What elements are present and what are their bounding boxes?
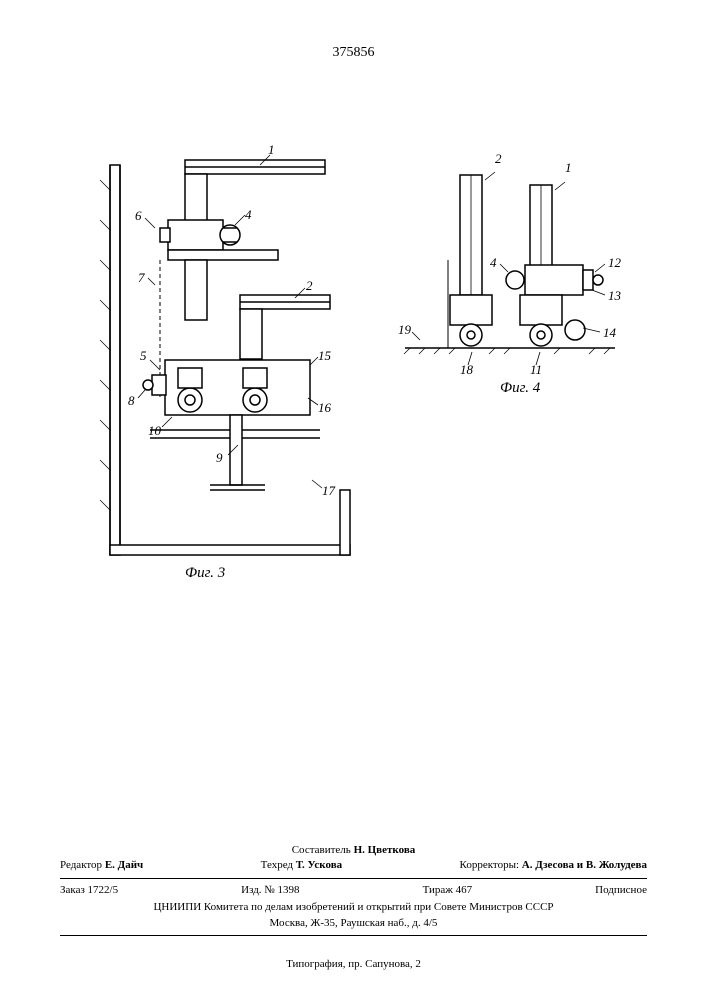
fig3-callout-15: 15 bbox=[318, 348, 331, 364]
fig4-callout-1: 1 bbox=[565, 160, 572, 176]
compiler-label: Составитель bbox=[292, 844, 351, 856]
org-line2: Москва, Ж-35, Раушская наб., д. 4/5 bbox=[60, 916, 647, 931]
fig4-callout-11: 11 bbox=[530, 362, 542, 378]
fig4-callout-19: 19 bbox=[398, 322, 411, 338]
org-line1: ЦНИИПИ Комитета по делам изобретений и о… bbox=[60, 900, 647, 915]
tirazh: Тираж 467 bbox=[423, 883, 473, 898]
techred-name: Т. Ускова bbox=[296, 859, 342, 871]
fig4-callout-18: 18 bbox=[460, 362, 473, 378]
podpisnoe: Подписное bbox=[595, 883, 647, 898]
fig3-callout-4: 4 bbox=[245, 207, 252, 223]
fig3-callout-5: 5 bbox=[140, 348, 147, 364]
fig4-caption: Фиг. 4 bbox=[500, 380, 540, 397]
figures-container: 1 2 4 5 6 7 8 9 10 15 16 17 Фиг. 3 bbox=[90, 150, 630, 600]
fig3-caption: Фиг. 3 bbox=[185, 565, 225, 582]
fig3-callout-16: 16 bbox=[318, 400, 331, 416]
fig4-callout-14: 14 bbox=[603, 325, 616, 341]
fig4-callout-13: 13 bbox=[608, 288, 621, 304]
editor-name: Е. Дайч bbox=[105, 859, 143, 871]
patent-number: 375856 bbox=[333, 45, 375, 61]
typography-line: Типография, пр. Сапунова, 2 bbox=[286, 958, 421, 970]
fig3-callout-17: 17 bbox=[322, 483, 335, 499]
pubinfo-row: Заказ 1722/5 Изд. № 1398 Тираж 467 Подпи… bbox=[60, 883, 647, 898]
order-number: Заказ 1722/5 bbox=[60, 883, 118, 898]
compiler-line: Составитель Н. Цветкова bbox=[60, 843, 647, 858]
fig3-callout-2: 2 bbox=[306, 278, 313, 294]
fig3-callout-10: 10 bbox=[148, 423, 161, 439]
footer: Составитель Н. Цветкова Редактор Е. Дайч… bbox=[60, 843, 647, 940]
fig3-callout-9: 9 bbox=[216, 450, 223, 466]
fig3-callout-1: 1 bbox=[268, 142, 275, 158]
editor-label: Редактор bbox=[60, 859, 102, 871]
fig4-callout-2: 2 bbox=[495, 151, 502, 167]
fig4-callout-12: 12 bbox=[608, 255, 621, 271]
fig3-callout-8: 8 bbox=[128, 393, 135, 409]
corrector-label: Корректоры: bbox=[460, 859, 519, 871]
footer-rule-1 bbox=[60, 878, 647, 879]
figure-4-drawing bbox=[400, 170, 640, 410]
techred-label: Техред bbox=[261, 859, 293, 871]
corrector-names: А. Дзесова и В. Жолудева bbox=[522, 859, 647, 871]
izd-number: Изд. № 1398 bbox=[241, 883, 299, 898]
footer-rule-2 bbox=[60, 935, 647, 936]
fig4-callout-4: 4 bbox=[490, 255, 497, 271]
fig3-callout-6: 6 bbox=[135, 208, 142, 224]
compiler-name: Н. Цветкова bbox=[354, 844, 416, 856]
credits-row: Редактор Е. Дайч Техред Т. Ускова Коррек… bbox=[60, 858, 647, 873]
fig3-callout-7: 7 bbox=[138, 270, 145, 286]
